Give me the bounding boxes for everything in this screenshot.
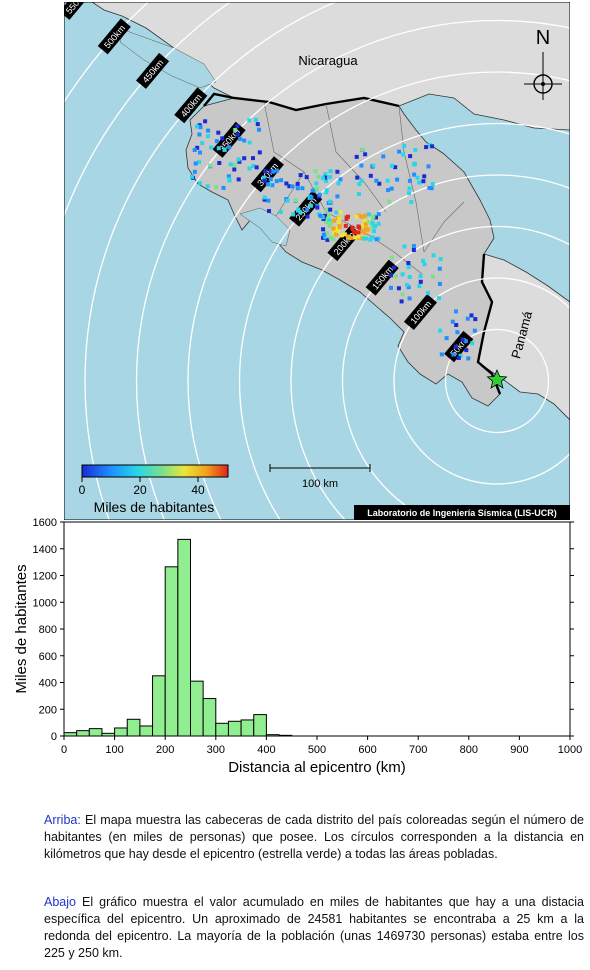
epicenter-distance-map: 50km100km150km200km250km300km350km400km4…	[64, 2, 570, 520]
credit-text: Laboratorio de Ingeniería Sísmica (LIS-U…	[367, 508, 557, 518]
y-tick-label: 1000	[33, 597, 57, 609]
caption-top-text: El mapa muestra las cabeceras de cada di…	[44, 813, 584, 861]
distance-ring	[444, 328, 550, 434]
histogram-bar	[253, 714, 267, 737]
epicenter-star	[486, 368, 508, 389]
x-tick-label: 0	[61, 744, 67, 756]
x-tick-label: 500	[308, 744, 326, 756]
x-axis: 0 100 200 300 400 500 600 700 800 900 1000	[61, 736, 582, 756]
north-arrow: N	[524, 27, 562, 100]
caption-top: Arriba: El mapa muestra las cabeceras de…	[44, 812, 584, 863]
y-tick-label: 800	[39, 624, 57, 636]
histogram-bar	[152, 675, 166, 737]
x-tick-label: 200	[156, 744, 174, 756]
distance-ring	[135, 19, 570, 520]
x-axis-label: Distancia al epicentro (km)	[228, 759, 406, 776]
y-tick-label: 400	[39, 678, 57, 690]
histogram-bar	[177, 538, 192, 737]
histogram-bar	[240, 719, 255, 737]
y-axis: 0 200 400 600 800 1000 1200 1400 1600	[33, 517, 574, 743]
y-tick-label: 1400	[33, 544, 57, 556]
histogram-bar	[114, 727, 128, 737]
histogram-bar	[164, 566, 179, 737]
colorbar-title: Miles de habitantes	[94, 499, 215, 515]
caption-bottom: Abajo El gráfico muestra el valor acumul…	[44, 894, 584, 962]
lake-nicaragua	[119, 29, 217, 89]
histogram-bar	[76, 730, 90, 737]
distance-ring	[84, 2, 338, 520]
country-label-nicaragua: Nicaragua	[298, 53, 358, 68]
north-arrow-label: N	[536, 27, 550, 49]
y-tick-label: 1600	[33, 517, 57, 529]
distance-ring	[238, 122, 570, 520]
histogram-bar	[278, 734, 293, 737]
population-distance-histogram: 0 200 400 600 800 1000 1200 1400 1600 0 100 200 300…	[13, 517, 582, 776]
histogram-bar	[101, 732, 116, 737]
colorbar-tick: 20	[133, 483, 147, 497]
distance-ring	[290, 174, 570, 520]
histogram-bar	[139, 725, 154, 737]
histogram-bar	[215, 722, 229, 737]
y-tick-label: 600	[39, 651, 57, 663]
distance-ring	[341, 225, 570, 520]
x-tick-label: 700	[409, 744, 427, 756]
credit-box	[354, 505, 570, 520]
nicaragua-border	[203, 92, 400, 112]
gulf-of-nicoya	[239, 207, 291, 247]
district-points	[190, 117, 478, 361]
x-tick-label: 400	[257, 744, 275, 756]
y-tick-label: 200	[39, 704, 57, 716]
histogram-bar	[63, 732, 78, 737]
x-tick-label: 300	[207, 744, 225, 756]
scale-bar-label: 100 km	[302, 478, 338, 490]
x-tick-label: 900	[510, 744, 528, 756]
x-tick-label: 1000	[558, 744, 582, 756]
histogram-bar	[88, 728, 103, 737]
caption-top-lead: Arriba:	[44, 813, 81, 827]
histogram-bars	[63, 538, 293, 737]
panama-border	[476, 253, 502, 395]
y-tick-label: 1200	[33, 571, 57, 583]
distance-ring	[393, 277, 570, 485]
x-tick-label: 100	[105, 744, 123, 756]
colorbar-tick: 0	[79, 483, 86, 497]
histogram-bar	[190, 680, 204, 737]
x-tick-label: 600	[358, 744, 376, 756]
y-tick-label: 0	[51, 731, 57, 743]
y-axis-label: Miles de habitantes	[13, 564, 30, 693]
distance-ring	[187, 71, 570, 520]
histogram-bar	[126, 718, 141, 737]
plot-frame	[63, 521, 571, 737]
caption-bottom-lead: Abajo	[44, 895, 76, 909]
colorbar: 0 20 40 Miles de habitantes	[79, 464, 229, 515]
caption-bottom-text: El gráfico muestra el valor acumulado en…	[44, 895, 584, 960]
colorbar-tick: 40	[191, 483, 205, 497]
x-tick-label: 800	[460, 744, 478, 756]
histogram-bar	[265, 734, 280, 737]
scale-bar: 100 km	[269, 464, 371, 490]
histogram-bar	[227, 720, 242, 737]
histogram-bar	[202, 698, 217, 737]
